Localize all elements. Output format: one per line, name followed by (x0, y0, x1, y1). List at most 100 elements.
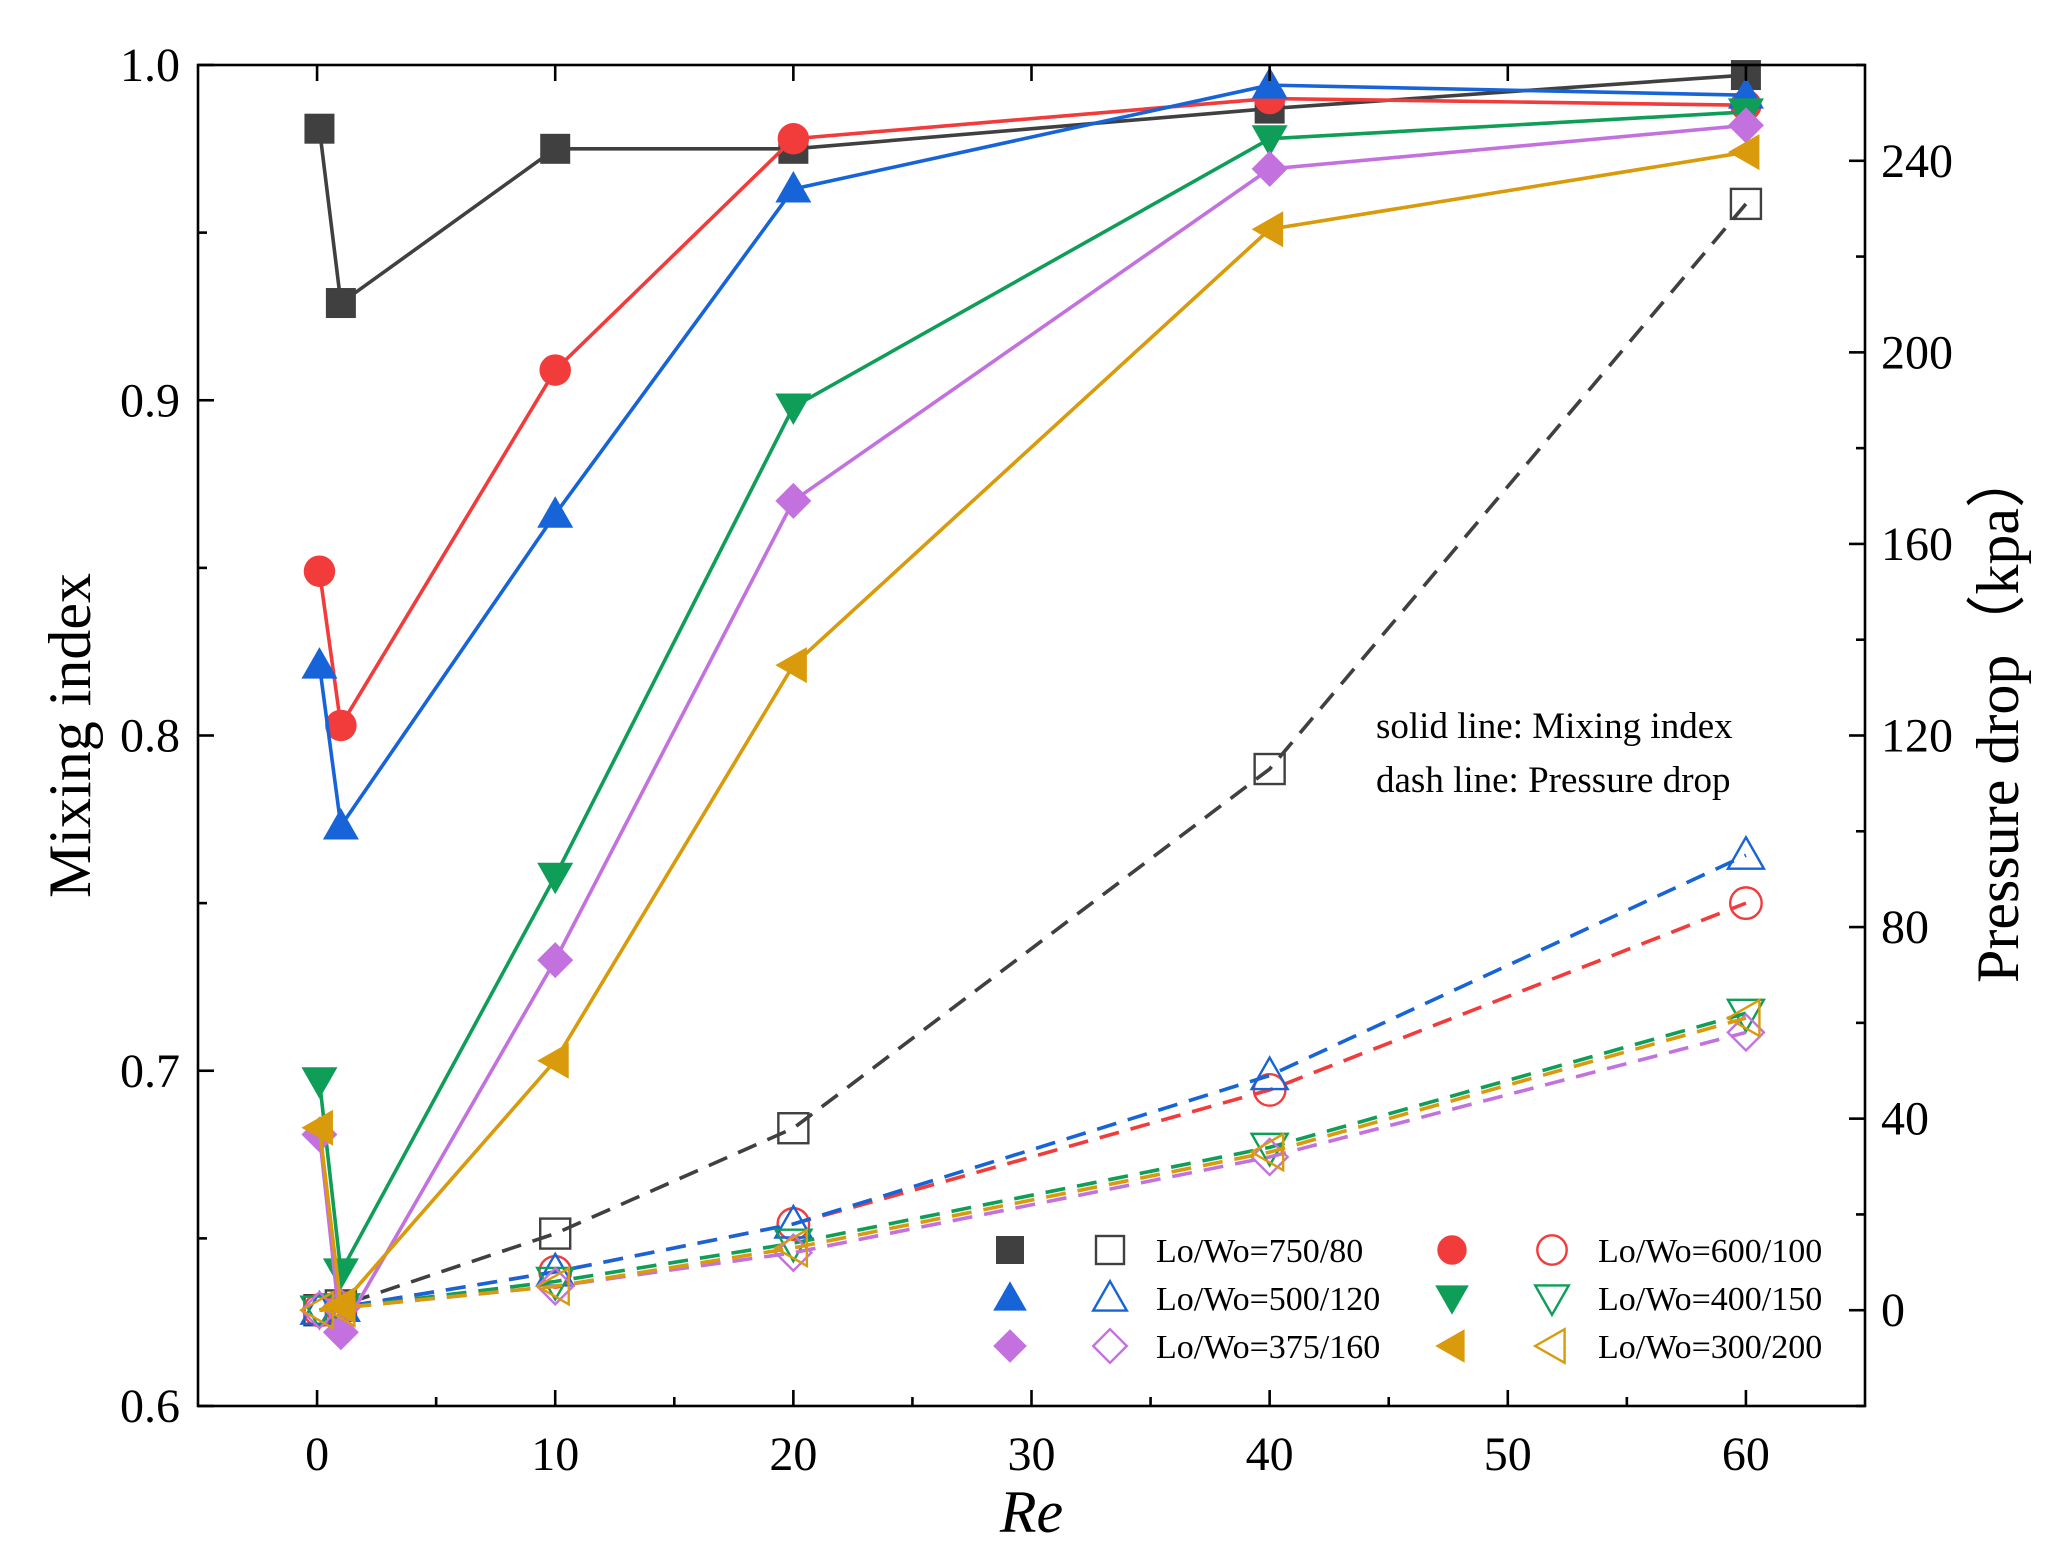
pressure-drop-line (319, 1016, 1747, 1313)
x-tick-label: 40 (1246, 1428, 1294, 1481)
legend-hollow-marker (1091, 1278, 1129, 1312)
mixing-index-point (775, 171, 812, 203)
pressure-drop-point (1726, 1012, 1766, 1053)
y2-tick-label: 160 (1881, 518, 1953, 571)
mixing-index-point (1251, 125, 1288, 157)
mixing-index-point (537, 1042, 569, 1079)
legend-filled-marker (1437, 1235, 1467, 1265)
mixing-index-line (317, 150, 1747, 1310)
legend-label: Lo/Wo=600/100 (1598, 1233, 1822, 1270)
legend-hollow-marker (1091, 1327, 1129, 1365)
legend-item: Lo/Wo=375/160 (993, 1327, 1380, 1366)
pressure-drop-point (1729, 187, 1763, 221)
y-axis-title: Mixing index (37, 573, 103, 898)
mixing-index-point (1727, 107, 1764, 144)
legend-filled-marker (993, 1281, 1027, 1311)
mixing-index-point (537, 496, 574, 528)
mixing-index-point (322, 1287, 355, 1324)
series--300-200 (299, 134, 1761, 1331)
legend-item: Lo/Wo=500/120 (993, 1278, 1380, 1318)
mixing-index-line (317, 83, 1746, 831)
legend-label: Lo/Wo=400/150 (1598, 1281, 1822, 1318)
legend: Lo/Wo=750/80 Lo/Wo=600/100 Lo/Wo=500/120 Lo… (993, 1233, 1822, 1366)
mixing-index-point (303, 555, 336, 587)
pressure-drop-point (772, 1227, 809, 1269)
pressure-drop-point (1253, 752, 1286, 786)
y-tick-label: 0.8 (120, 710, 180, 763)
y-tick-label: 0.9 (120, 374, 180, 427)
pressure-drop-point (535, 1266, 575, 1306)
pressure-drop-point (1728, 886, 1763, 921)
legend-filled-marker (1435, 1329, 1465, 1363)
ticks-layer: 0 10 20 30 40 50 60 0.6 0.7 0.8 0.9 1.0 0 40 80 120 160 2… (120, 39, 1953, 1481)
legend-label: Lo/Wo=500/120 (1156, 1281, 1380, 1318)
mixing-index-point (325, 709, 357, 742)
pressure-drop-point (1725, 998, 1766, 1034)
series--500-120 (299, 67, 1766, 1325)
mixing-index-point (1251, 67, 1288, 99)
mixing-index-point (301, 647, 338, 679)
mixing-index-point (537, 942, 574, 979)
mixing-index-point (1727, 134, 1760, 171)
mixing-index-point (777, 123, 810, 155)
series-layer (299, 60, 1766, 1351)
mixing-index-point (1251, 211, 1284, 248)
pressure-drop-point (777, 1112, 810, 1145)
legend-item: Lo/Wo=600/100 (1437, 1233, 1822, 1270)
y2-axis-title: Pressure drop（kpa） (1965, 448, 2031, 983)
mixing-index-point (322, 808, 359, 840)
mixing-index-line (317, 73, 1747, 307)
y-tick-label: 1.0 (120, 39, 180, 92)
legend-filled-marker (996, 1236, 1024, 1264)
legend-hollow-marker (1533, 1284, 1571, 1318)
mixing-index-point (301, 1067, 338, 1099)
y-tick-label: 0.7 (120, 1045, 180, 1098)
legend-hollow-marker (1094, 1234, 1126, 1266)
x-axis-title: Re (999, 1479, 1063, 1545)
x-tick-label: 0 (305, 1428, 329, 1481)
x-tick-label: 50 (1484, 1428, 1532, 1481)
y2-tick-label: 80 (1881, 901, 1929, 954)
series--750-80 (303, 60, 1763, 1327)
x-tick-label: 20 (769, 1428, 817, 1481)
pressure-drop-point (534, 1266, 570, 1307)
mixing-index-point (775, 647, 807, 684)
y2-tick-label: 200 (1881, 326, 1953, 379)
pressure-drop-point (539, 1217, 572, 1250)
mixing-index-point (537, 862, 574, 895)
mixing-index-point (775, 393, 812, 425)
mixing-index-point (1251, 150, 1288, 187)
legend-label: Lo/Wo=375/160 (1156, 1329, 1380, 1366)
mixing-index-point (540, 133, 571, 164)
pressure-drop-point (1249, 1055, 1290, 1091)
annotation-dash-line: dash line: Pressure drop (1376, 760, 1731, 801)
mixing-index-point (301, 1109, 333, 1146)
legend-label: Lo/Wo=300/200 (1598, 1329, 1822, 1366)
pressure-drop-line (319, 1030, 1747, 1313)
y-tick-label: 0.6 (120, 1380, 180, 1433)
pressure-drop-point (1249, 1132, 1285, 1173)
pressure-drop-line (319, 202, 1748, 1312)
legend-item: Lo/Wo=300/200 (1435, 1327, 1822, 1366)
series--600-100 (302, 82, 1763, 1328)
legend-label: Lo/Wo=750/80 (1156, 1233, 1363, 1270)
legend-hollow-marker (1536, 1234, 1568, 1266)
y2-tick-label: 240 (1881, 135, 1953, 188)
mixing-index-line (317, 96, 1746, 731)
mixing-index-point (325, 288, 356, 319)
pressure-drop-point (1249, 1137, 1290, 1177)
pressure-drop-point (1725, 834, 1766, 870)
annotation-solid-line: solid line: Mixing index (1376, 706, 1733, 747)
x-tick-label: 10 (531, 1428, 579, 1481)
x-tick-label: 60 (1722, 1428, 1770, 1481)
y2-tick-label: 40 (1881, 1093, 1929, 1146)
mixing-index-point (539, 354, 571, 386)
legend-filled-marker (1435, 1285, 1469, 1315)
pressure-drop-line (319, 901, 1747, 1312)
mixing-index-line (317, 110, 1747, 1278)
y2-tick-label: 0 (1881, 1284, 1905, 1337)
pressure-drop-line (319, 1011, 1747, 1313)
y2-tick-label: 120 (1881, 710, 1953, 763)
pressure-drop-point (1725, 998, 1761, 1039)
